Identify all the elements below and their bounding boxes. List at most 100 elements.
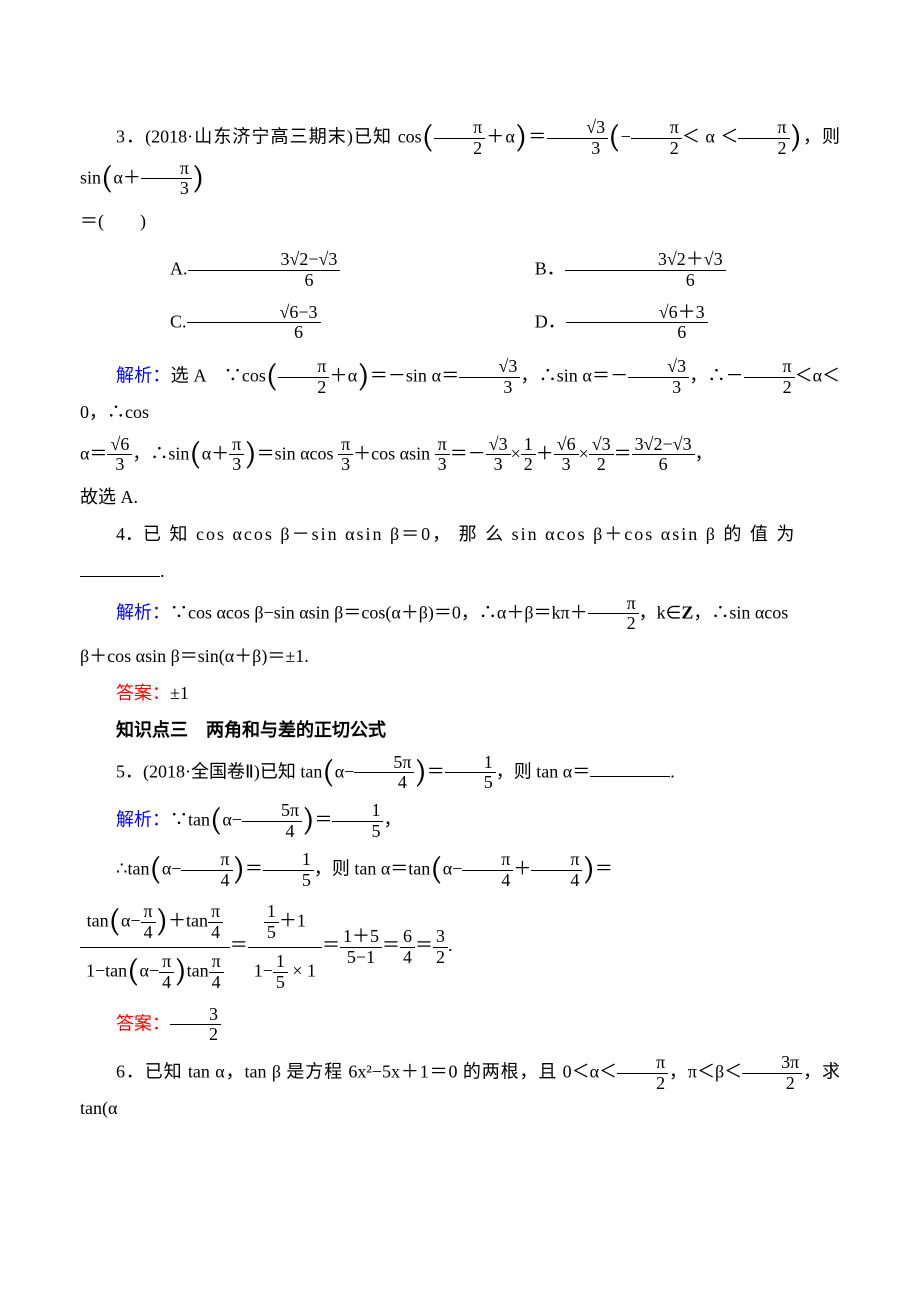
q5-ana-l1-eq: ＝ <box>314 810 332 830</box>
q5-ana-l3-eq2: ＝ <box>322 936 340 956</box>
q5-ana-l2-rhs: 15 <box>263 850 314 891</box>
lparen-icon: ( <box>189 436 201 473</box>
lparen-icon: ( <box>608 119 620 156</box>
q5-analysis-line3: tan(α−π4)＋tanπ4 1−tan(α−π4)tanπ4 ＝ 15＋1 … <box>80 898 840 996</box>
q5-ana-bigfrac: tan(α−π4)＋tanπ4 1−tan(α−π4)tanπ4 <box>80 898 230 996</box>
option-label: B． <box>535 258 565 278</box>
q3-opt-a-frac: 3√2−√36 <box>188 250 341 291</box>
q4-blank-line: . <box>80 557 840 586</box>
q3-analysis: 解析：选 A ∵cos(π2＋α)＝－sin α＝√33，∴sin α＝－√33… <box>80 357 840 426</box>
option-label: A. <box>170 258 188 278</box>
q3-range1: π2 <box>631 118 682 159</box>
q3-analysis-conclude: 故选 A. <box>80 483 840 512</box>
section-3-label: 知识点三 两角和与差的正切公式 <box>116 720 386 740</box>
q3-eq: ＝ <box>527 126 547 146</box>
q4-answer: 答案：±1 <box>80 679 840 708</box>
q4-ana-l2: β＋cos αsin β＝sin(α＋β)＝±1. <box>80 646 309 666</box>
q5-ana-l1-pre: α− <box>222 810 242 830</box>
q3-ana-range: π2 <box>744 357 795 398</box>
q3-ana-res: 3√2−√36 <box>632 435 695 476</box>
q4-ana-t3: ，∴sin αcos <box>693 602 788 622</box>
lparen-icon: ( <box>430 851 442 888</box>
rparen-icon: ) <box>582 851 594 888</box>
q3-ana-plus-a: ＋α <box>329 366 357 386</box>
q3-ana-plus: ＋ <box>536 443 554 463</box>
q3-ana-f2: √33 <box>628 357 689 398</box>
q3-option-c: C.√6−36 <box>80 303 445 344</box>
q5-ana-l1-rhs: 15 <box>332 801 383 842</box>
fill-blank <box>590 776 670 777</box>
q4-answer-value: ±1 <box>170 683 189 703</box>
rparen-icon: ) <box>790 119 802 156</box>
q5-rhs: 15 <box>445 753 496 794</box>
q3-ana-pi3-a: π3 <box>229 435 244 476</box>
q5-ana-l1a: ∵tan <box>170 810 210 830</box>
q3-stem: 3．(2018·山东济宁高三期末)已知 cos(π2＋α)＝√33(−π2＜ α… <box>80 118 840 199</box>
q3-ana-t3: √63 <box>554 435 579 476</box>
q3-ana-times1: × <box>511 443 521 463</box>
q5-ana-l3-end: . <box>448 936 453 956</box>
q5-eq: ＝ <box>427 761 445 781</box>
answer-label: 答案： <box>116 1013 170 1033</box>
q5-stem-a: 已知 tan <box>260 761 323 781</box>
q5-ana-l2-c-pre: α− <box>443 858 463 878</box>
q4-stem: 4．已 知 cos αcos β－sin αsin β＝0， 那 么 sin α… <box>80 520 840 549</box>
answer-label: 答案： <box>116 683 170 703</box>
lparen-icon: ( <box>210 802 222 839</box>
q3-ana-l2c: ＋cos αsin <box>353 443 434 463</box>
q6-stem: 6．已知 tan α，tan β 是方程 6x²−5x＋1＝0 的两根，且 0＜… <box>80 1053 840 1122</box>
q6-stem-a: 已知 tan α，tan β 是方程 6x²−5x＋1＝0 的两根，且 0＜α＜ <box>145 1062 617 1082</box>
lparen-icon: ( <box>149 851 161 888</box>
q3-opt-b-frac: 3√2＋√36 <box>565 250 726 291</box>
q3-range-open: − <box>621 126 631 146</box>
q3-plus-alpha: ＋α <box>485 126 515 146</box>
q5-analysis-line2: ∴tan(α−π4)＝15，则 tan α＝tan(α−π4＋π4)＝ <box>80 850 840 891</box>
q4-blank-tail: . <box>160 561 165 581</box>
q3-ana-cos: √63 <box>107 435 132 476</box>
q3-sin-arg-a: α＋ <box>113 167 140 187</box>
rparen-icon: ) <box>515 119 527 156</box>
q4-number: 4． <box>116 524 143 544</box>
q3-ana-p1: ＝－sin α＝ <box>370 366 460 386</box>
q5-ana-l2-eq: ＝ <box>245 858 263 878</box>
q3-ana-sin-arg-a: α＋ <box>202 443 229 463</box>
q4-analysis: 解析：∵cos αcos β−sin αsin β＝cos(α＋β)＝0，∴α＋… <box>80 594 840 635</box>
q3-ana-l2-pre: α＝ <box>80 443 107 463</box>
q3-option-b: B．3√2＋√36 <box>445 250 810 291</box>
q5-ana-l2-pi4c: π4 <box>531 850 582 891</box>
lparen-icon: ( <box>266 358 278 395</box>
q3-number: 3． <box>116 126 145 146</box>
q3-ana-conclude: 故选 A. <box>80 487 138 507</box>
q3-rhs: √33 <box>547 118 608 159</box>
q5-analysis-line1: 解析：∵tan(α−5π4)＝15， <box>80 801 840 842</box>
q5-ana-s4: 64 <box>400 927 415 968</box>
fill-blank <box>80 576 160 577</box>
q5-answer: 答案：32 <box>80 1005 840 1046</box>
q3-range2: π2 <box>738 118 789 159</box>
q6-f2: 3π2 <box>742 1053 802 1094</box>
q5-source: (2018·全国卷Ⅱ) <box>143 761 260 781</box>
q5-arg-pre: α− <box>335 761 355 781</box>
q5-ana-l3-eq1: ＝ <box>230 936 248 956</box>
lparen-icon: ( <box>422 119 434 156</box>
q3-tail-text: ＝( ) <box>80 211 146 231</box>
q5-ana-l3-eq4: ＝ <box>415 936 433 956</box>
q4-stem-text: 已 知 cos αcos β－sin αsin β＝0， 那 么 sin αco… <box>143 524 796 544</box>
q3-source: (2018·山东济宁高三期末) <box>145 126 353 146</box>
q5-ana-s5: 32 <box>433 927 448 968</box>
rparen-icon: ) <box>357 358 369 395</box>
q5-ana-l2-c-plus: ＋ <box>513 858 531 878</box>
q3-ana-pi3-b: π3 <box>338 435 353 476</box>
q3-ana-l2b: ＝sin αcos <box>257 443 338 463</box>
q3-option-d: D．√6＋36 <box>445 303 810 344</box>
q3-analysis-line2: α＝√63，∴sin(α＋π3)＝sin αcos π3＋cos αsin π3… <box>80 435 840 476</box>
q3-ana-t4: √32 <box>589 435 614 476</box>
q5-ana-l2a: ∴tan <box>116 858 149 878</box>
q3-ana-eq2: ＝ <box>614 443 632 463</box>
q3-opt-c-frac: √6−36 <box>187 303 321 344</box>
q5-ana-l1-end: ， <box>383 810 401 830</box>
q3-options: A.3√2−√36 B．3√2＋√36 C.√6−36 D．√6＋36 <box>80 244 840 349</box>
q5-then: ，则 tan α＝ <box>496 761 590 781</box>
q5-ana-l2-pi4b: π4 <box>462 850 513 891</box>
q3-stem-text-1: 已知 cos <box>353 126 422 146</box>
